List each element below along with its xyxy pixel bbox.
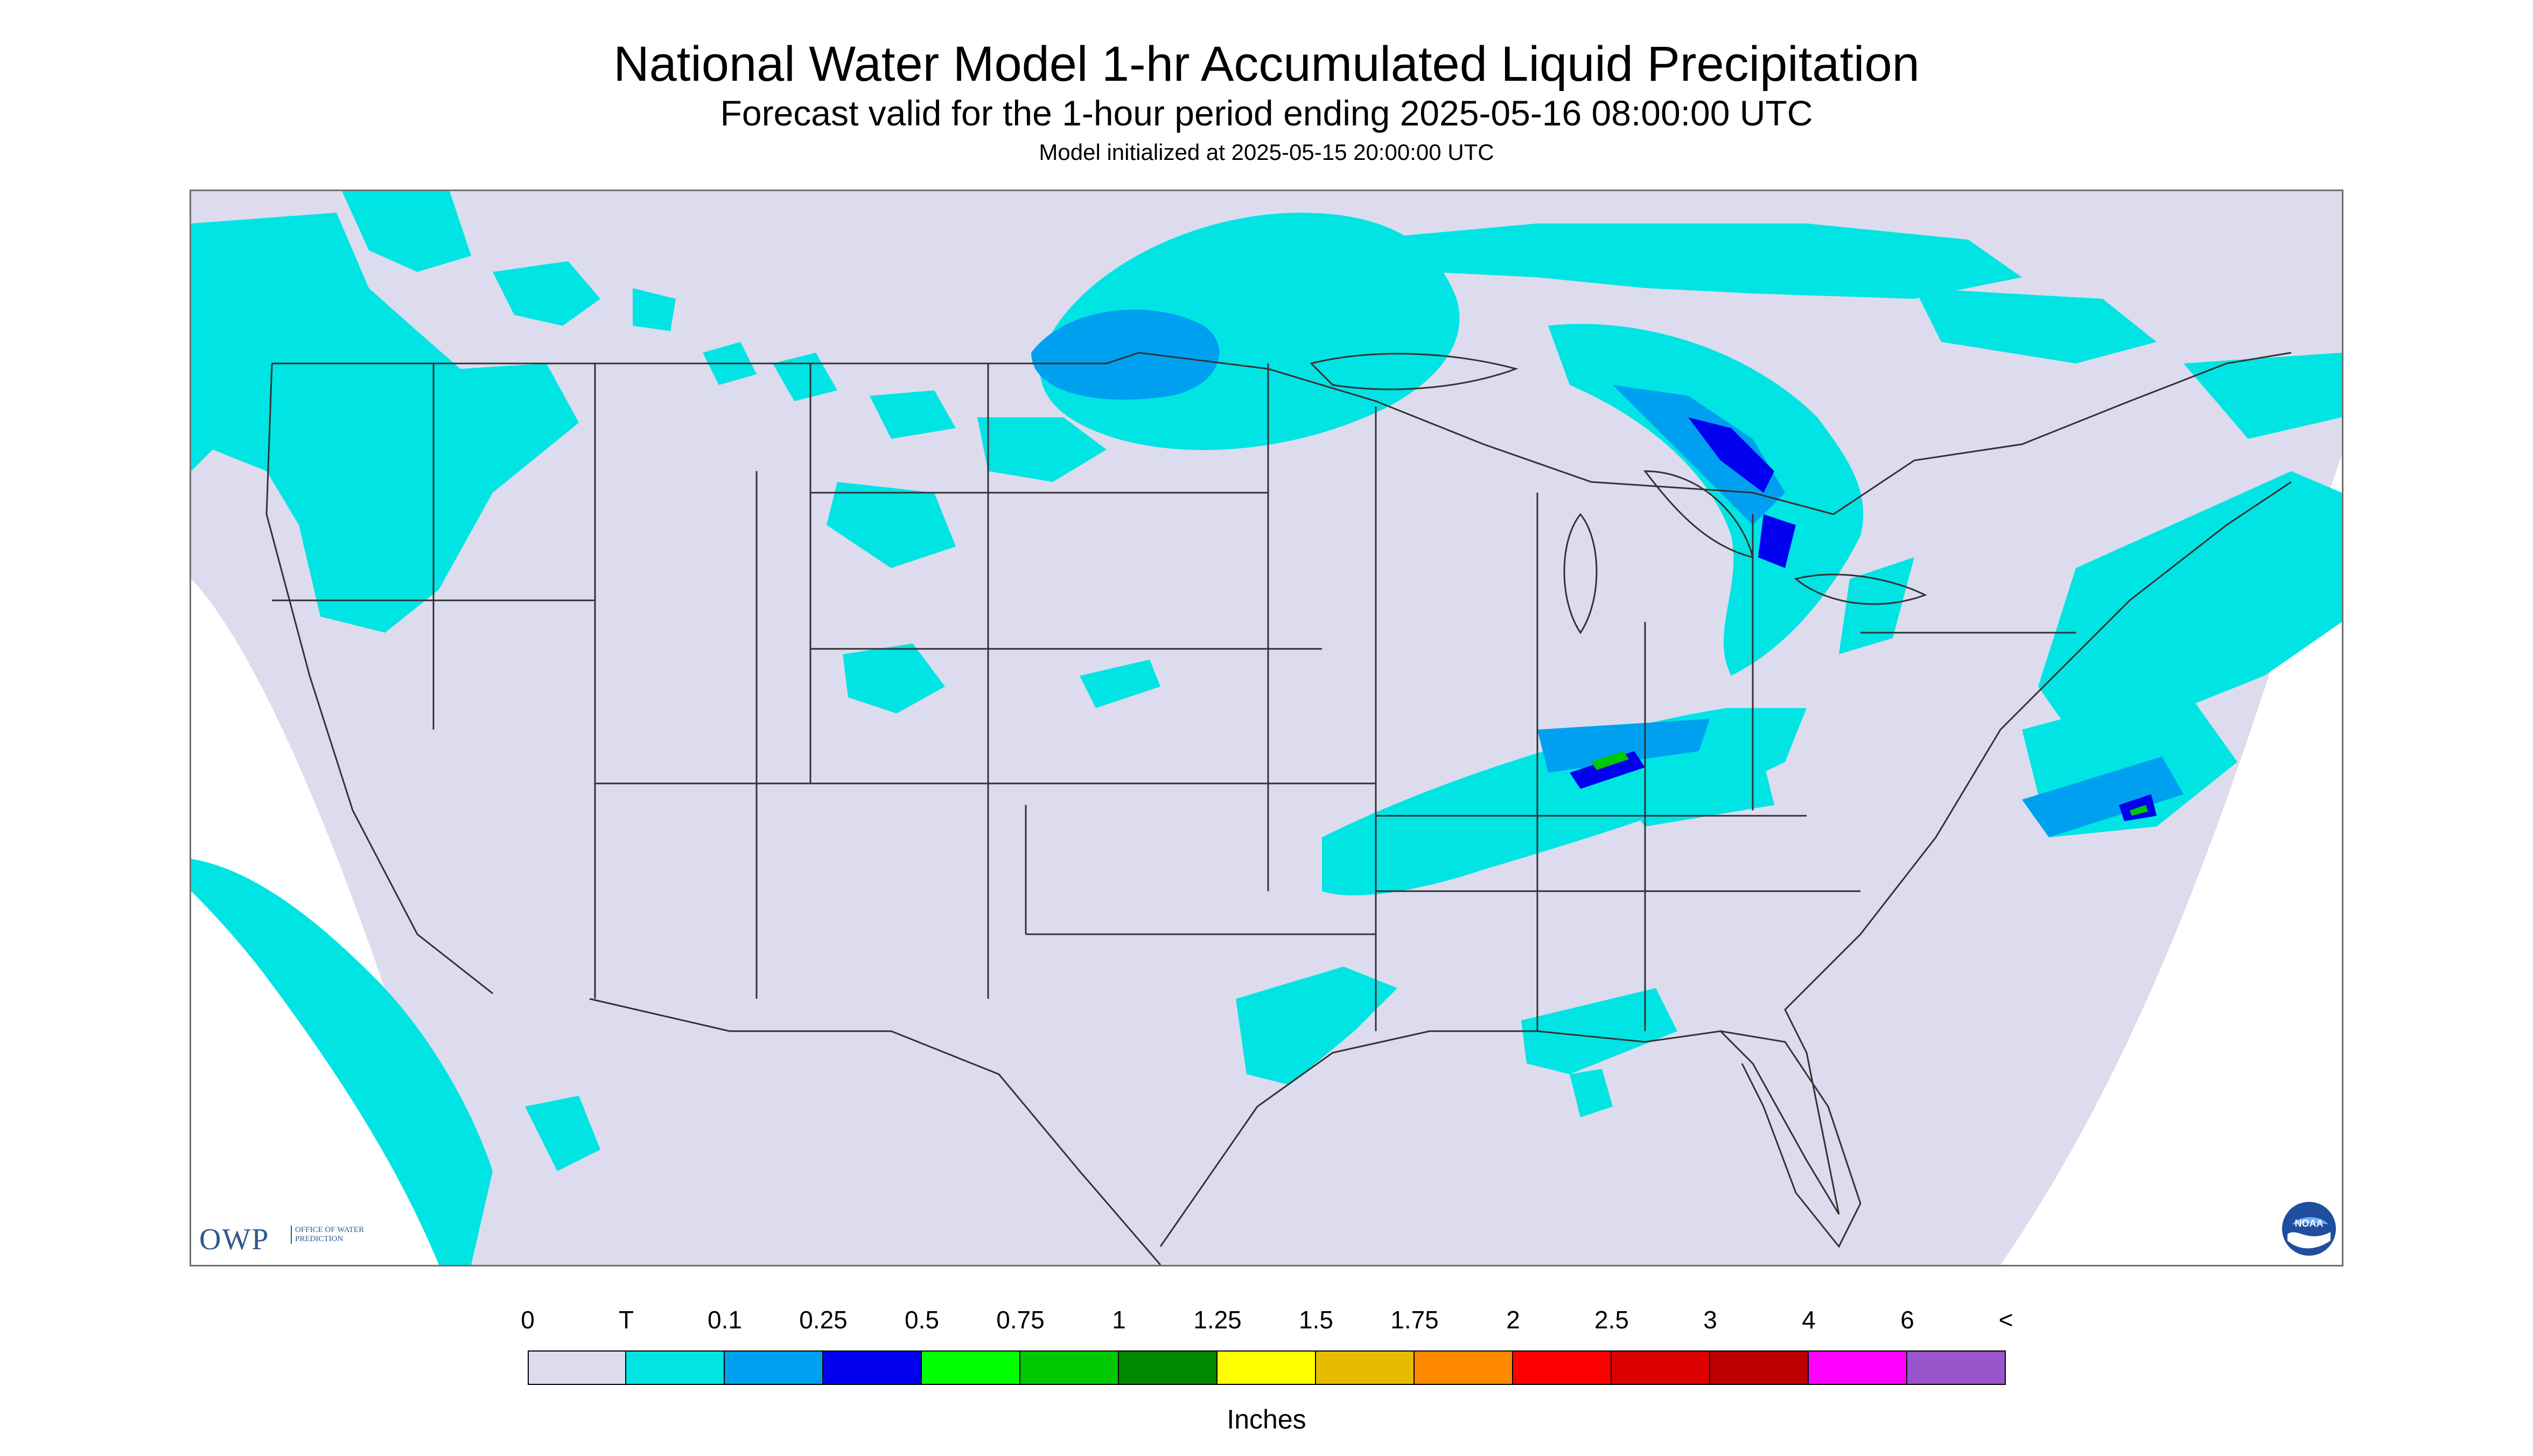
precipitation-map — [190, 190, 2343, 1266]
legend-label: < — [1998, 1306, 2013, 1334]
legend-color-box — [1119, 1350, 1217, 1385]
legend-color-box — [1809, 1350, 1907, 1385]
legend-color-box — [528, 1350, 626, 1385]
owp-logo: OWP OFFICE OF WATER PREDICTION — [199, 1222, 372, 1260]
legend-color-box — [1513, 1350, 1612, 1385]
legend-label: 0.1 — [708, 1306, 742, 1334]
legend-label: 1.75 — [1390, 1306, 1439, 1334]
legend-label: 4 — [1802, 1306, 1816, 1334]
precip-legend: 0 T 0.1 0.25 0.5 0.75 1 1.25 1.5 1.75 2 2.5 3 4 6 < — [521, 1305, 2013, 1413]
legend-color-box — [922, 1350, 1020, 1385]
legend-color-box — [823, 1350, 922, 1385]
model-init-text: Model initialized at 2025-05-15 20:00:00… — [1039, 139, 1494, 165]
legend-units: Inches — [1227, 1404, 1306, 1434]
owp-logo-subtext: OFFICE OF WATER PREDICTION — [291, 1226, 370, 1244]
legend-label: 0.5 — [905, 1306, 939, 1334]
legend-label: 1 — [1112, 1306, 1126, 1334]
owp-logo-letters: OWP — [199, 1223, 270, 1256]
legend-label: 0.75 — [996, 1306, 1045, 1334]
legend-color-box — [1316, 1350, 1415, 1385]
legend-label: 1.5 — [1299, 1306, 1333, 1334]
precip-heavy-areas — [1570, 417, 2157, 821]
forecast-valid-subtitle: Forecast valid for the 1-hour period end… — [720, 93, 1813, 133]
precip-medium-areas — [1031, 310, 2184, 837]
noaa-logo-text: NOAA — [2295, 1218, 2324, 1229]
legend-color-box — [1710, 1350, 1809, 1385]
noaa-logo: NOAA — [2281, 1201, 2337, 1257]
legend-color-box — [725, 1350, 823, 1385]
legend-color-box — [626, 1350, 725, 1385]
legend-color-bar — [528, 1350, 2006, 1385]
legend-label: 2.5 — [1594, 1306, 1629, 1334]
legend-color-box — [1612, 1350, 1710, 1385]
legend-label: 0 — [521, 1306, 535, 1334]
precip-light-areas — [191, 191, 2342, 1265]
legend-color-box — [1020, 1350, 1119, 1385]
legend-label: 2 — [1506, 1306, 1520, 1334]
legend-label: 6 — [1900, 1306, 1914, 1334]
legend-label: 3 — [1703, 1306, 1717, 1334]
precip-green-areas — [1591, 751, 2148, 816]
legend-color-box — [1907, 1350, 2006, 1385]
legend-color-box — [1217, 1350, 1316, 1385]
map-title: National Water Model 1-hr Accumulated Li… — [613, 37, 1920, 92]
legend-label: T — [618, 1306, 634, 1334]
legend-label: 0.25 — [799, 1306, 848, 1334]
legend-label: 1.25 — [1193, 1306, 1242, 1334]
legend-color-box — [1415, 1350, 1513, 1385]
state-boundaries — [265, 352, 2292, 1265]
